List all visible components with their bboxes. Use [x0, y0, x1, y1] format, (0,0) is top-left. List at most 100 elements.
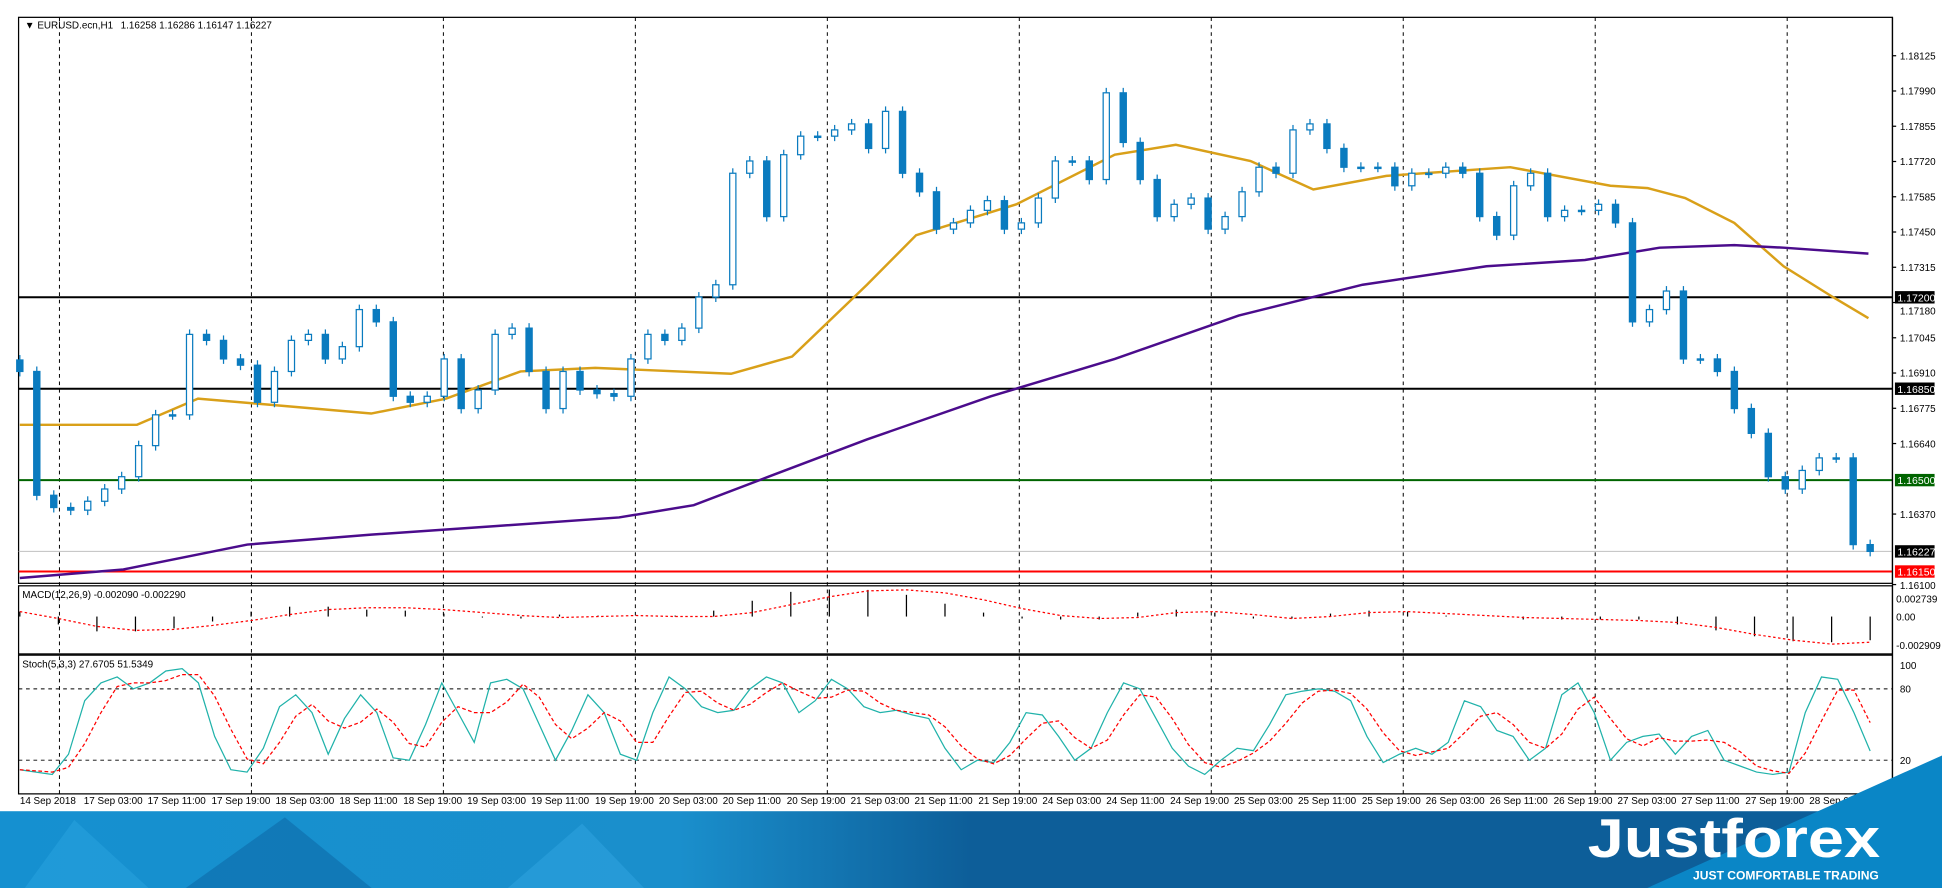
candle-bullish: [117, 476, 126, 490]
stochastic-tick-label: 100: [1900, 661, 1917, 672]
candle-bearish: [576, 370, 584, 391]
moving-averages: [19, 143, 1870, 580]
price-tick-label: 1.17180: [1900, 307, 1936, 318]
candle-bullish: [813, 135, 822, 139]
candle-bearish: [372, 308, 381, 323]
candle-bearish: [1764, 432, 1773, 478]
chart-header: ▼ EURUSD.ecn,H1 1.16258 1.16286 1.16147 1…: [25, 20, 272, 31]
time-tick-label: 18 Sep 11:00: [339, 796, 398, 807]
time-tick-label: 27 Sep 11:00: [1681, 796, 1740, 807]
candle-bullish: [678, 327, 686, 342]
time-tick-label: 19 Sep 03:00: [467, 796, 526, 807]
candle-bullish: [644, 333, 652, 360]
candle-bearish: [406, 395, 414, 403]
stochastic-pane[interactable]: Stoch(5,3,3) 27.6705 51.5349: [17, 654, 1894, 795]
collapse-triangle-icon[interactable]: ▼: [25, 20, 38, 31]
candle-bullish: [830, 129, 839, 137]
candle-bearish: [1781, 476, 1790, 490]
candle-bearish: [253, 364, 262, 403]
time-tick-label: 26 Sep 11:00: [1490, 796, 1549, 807]
stochastic-signal-line: [19, 673, 1871, 774]
candle-bullish: [780, 154, 788, 218]
stochastic-label: Stoch(5,3,3) 27.6705 51.5349: [22, 660, 153, 671]
time-tick-label: 25 Sep 11:00: [1298, 796, 1357, 807]
candle-bearish: [1628, 222, 1637, 323]
candle-bullish: [1442, 166, 1450, 174]
stochastic-tick-label: 80: [1900, 685, 1912, 696]
candle-bearish: [1391, 166, 1399, 187]
time-tick-label: 24 Sep 19:00: [1170, 796, 1229, 807]
candle-bearish: [763, 160, 771, 218]
candle-bearish: [457, 358, 465, 410]
level-label: 1.16850: [1897, 384, 1935, 396]
axes: 1.18125 1.17990 1.17855 1.17720 1.17585 1.174…: [20, 17, 1941, 807]
candle-bullish: [1645, 308, 1654, 323]
candle-bullish: [949, 222, 958, 230]
candle-bullish: [1306, 123, 1314, 131]
macd-tick-label: 0.00: [1896, 612, 1916, 623]
candle-bearish: [33, 370, 41, 496]
candle-bullish: [185, 333, 194, 416]
price-tick-label: 1.17990: [1900, 87, 1936, 98]
banner-shape: [185, 817, 372, 888]
candle-bearish: [864, 123, 873, 150]
price-tick-label: 1.16100: [1900, 581, 1936, 592]
candle-bearish: [50, 494, 58, 509]
time-tick-label: 26 Sep 03:00: [1426, 796, 1485, 807]
time-tick-label: 26 Sep 19:00: [1554, 796, 1613, 807]
candle-bullish: [1255, 166, 1263, 193]
level-label-box: [1894, 565, 1935, 578]
candle-bullish: [1238, 191, 1246, 218]
level-label: 1.16150: [1897, 567, 1935, 579]
candle-bearish: [1866, 543, 1874, 553]
candle-bullish: [1696, 358, 1705, 361]
candle-bullish: [1832, 457, 1840, 460]
candle-bearish: [1119, 92, 1127, 144]
level-label-box: [1894, 545, 1935, 558]
candle-bearish: [915, 172, 924, 193]
candle-bearish: [1492, 215, 1501, 236]
candle-bullish: [134, 445, 143, 478]
candle-bullish: [1170, 203, 1178, 218]
moving-average-slow: [19, 243, 1869, 580]
candle-bearish: [932, 191, 941, 230]
macd-indicator: [19, 589, 1871, 645]
candle-bearish: [67, 506, 75, 511]
candle-bearish: [389, 321, 397, 397]
banner-shape: [24, 819, 149, 888]
candle-bearish: [542, 370, 550, 410]
candle-bullish: [1221, 215, 1229, 230]
candle-bullish: [355, 308, 364, 348]
candle-bearish: [1136, 141, 1144, 181]
level-label-box: [1894, 382, 1935, 395]
candle-bullish: [847, 123, 856, 131]
candle-bullish: [1798, 469, 1806, 490]
candle-bearish: [1272, 166, 1280, 174]
candle-bullish: [508, 327, 516, 336]
price-tick-label: 1.17720: [1900, 157, 1936, 168]
candle-bullish: [966, 209, 975, 224]
candle-bullish: [1560, 209, 1569, 218]
time-tick-label: 17 Sep 19:00: [212, 796, 271, 807]
candle-bearish: [16, 359, 24, 373]
price-tick-label: 1.17450: [1900, 228, 1936, 239]
stochastic-tick-label: 20: [1900, 756, 1912, 767]
candle-bearish: [661, 333, 669, 342]
time-tick-label: 20 Sep 19:00: [787, 796, 846, 807]
candle-bullish: [423, 395, 431, 403]
price-pane[interactable]: ▼ EURUSD.ecn,H1 1.16258 1.16286 1.16147 1…: [16, 16, 1894, 584]
candle-bearish: [525, 327, 533, 373]
candle-bullish: [1594, 203, 1603, 211]
candle-bearish: [1679, 290, 1688, 360]
candle-bearish: [1340, 147, 1348, 168]
macd-tick-label: -0.002909: [1896, 641, 1941, 652]
candle-bullish: [270, 370, 279, 403]
brand-banner: Justforex JUST COMFORTABLE TRADING: [0, 755, 1942, 888]
candle-bullish: [881, 110, 890, 150]
candle-bullish: [491, 333, 499, 391]
candle-bullish: [1102, 92, 1110, 181]
candle-bullish: [151, 414, 160, 447]
price-tick-label: 1.16640: [1900, 439, 1936, 450]
candle-bullish: [1815, 457, 1823, 472]
